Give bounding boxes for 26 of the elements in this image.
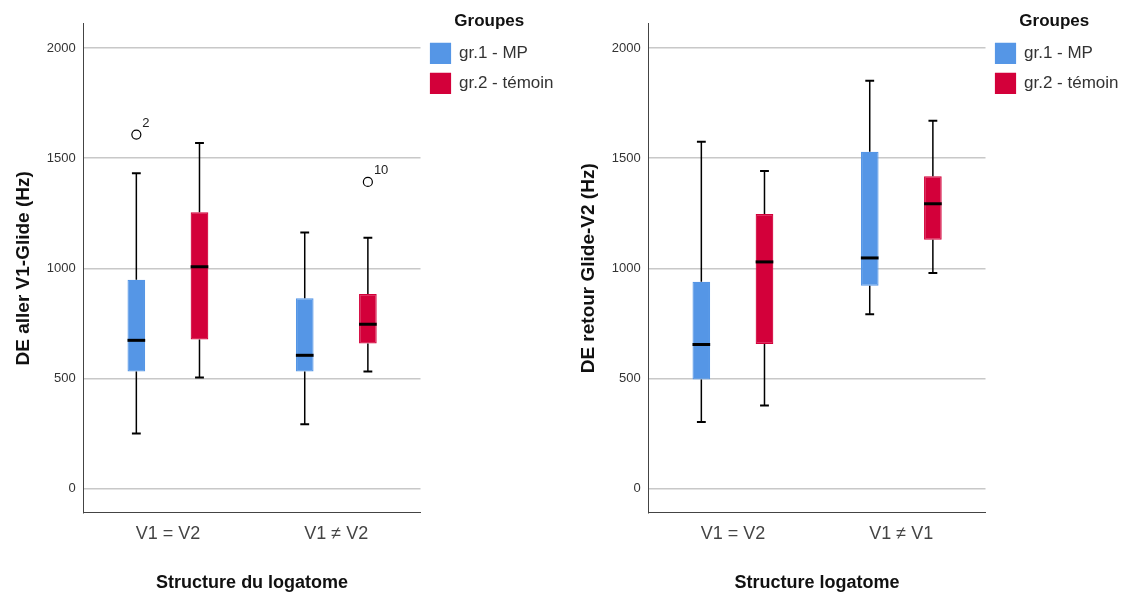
y-tick-label: 0 xyxy=(633,480,641,496)
annotation: 2 xyxy=(142,114,150,130)
y-tick-label: 1000 xyxy=(611,259,641,275)
x-tick-label: V1 ≠ V1 xyxy=(869,522,934,543)
y-tick-label: 1000 xyxy=(46,259,76,275)
legend-label: gr.1 - MP xyxy=(459,43,528,63)
legend-label: gr.2 - témoin xyxy=(459,73,554,93)
y-tick-label: 1500 xyxy=(46,149,76,165)
legend-title: Groupes xyxy=(454,11,525,31)
y-tick-label: 500 xyxy=(54,370,76,386)
y-tick-label: 0 xyxy=(68,480,76,496)
legend-title: Groupes xyxy=(1019,11,1090,31)
x-tick-label: V1 = V2 xyxy=(135,522,201,543)
y-tick-label: 2000 xyxy=(611,39,641,55)
x-tick-label: V1 ≠ V2 xyxy=(304,522,369,543)
y-axis-title: DE retour Glide-V2 (Hz) xyxy=(576,163,598,374)
x-tick-label: V1 = V2 xyxy=(700,522,766,543)
y-tick-label: 500 xyxy=(619,370,641,386)
x-axis-title: Structure logatome xyxy=(734,572,900,593)
annotation: 10 xyxy=(373,162,389,178)
y-axis-title: DE aller V1-Glide (Hz) xyxy=(11,171,33,366)
legend-label: gr.2 - témoin xyxy=(1024,73,1119,93)
legend-label: gr.1 - MP xyxy=(1024,43,1093,63)
y-tick-label: 1500 xyxy=(611,149,641,165)
y-tick-label: 2000 xyxy=(46,39,76,55)
x-axis-title: Structure du logatome xyxy=(156,572,349,593)
